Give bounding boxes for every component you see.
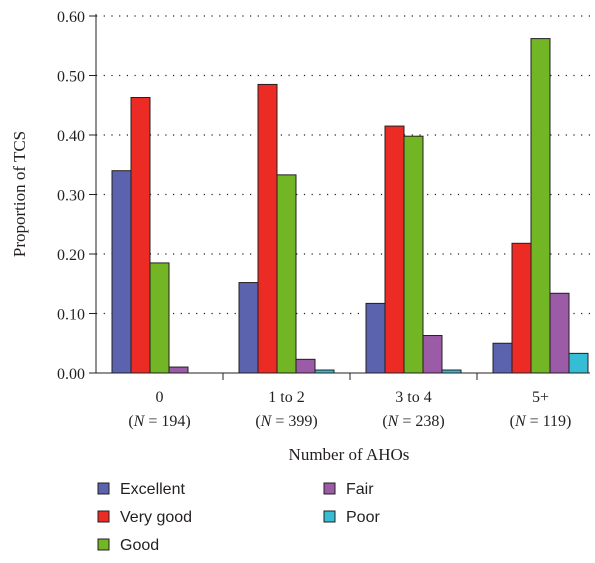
- legend-entry: Excellent: [97, 481, 185, 498]
- y-tick-label: 0.10: [57, 307, 85, 324]
- legend: Excellent Very good Good Fair Poor: [97, 481, 380, 554]
- x-axis-title: Number of AHOs: [289, 445, 410, 464]
- y-tick-label: 0.00: [57, 366, 85, 383]
- x-tick-sample-size: (N = 399): [255, 413, 317, 430]
- bars: [111, 38, 589, 374]
- x-tick-label: 1 to 2: [268, 389, 304, 406]
- legend-swatch: [97, 510, 110, 523]
- x-tick-label: 3 to 4: [395, 389, 431, 406]
- legend-swatch: [323, 510, 336, 523]
- y-tick-label: 0.40: [57, 128, 85, 145]
- legend-entry: Poor: [323, 509, 380, 526]
- legend-swatch: [97, 538, 110, 551]
- x-tick-sample-size: (N = 194): [128, 413, 190, 430]
- legend-label: Very good: [120, 509, 192, 526]
- bar: [549, 292, 570, 374]
- x-tick-sample-size: (N = 119): [510, 413, 572, 430]
- x-tick-sample-size: (N = 238): [382, 413, 444, 430]
- y-tick-label: 0.30: [57, 188, 85, 205]
- legend-entry: Good: [97, 537, 159, 554]
- legend-swatch: [97, 482, 110, 495]
- legend-label: Excellent: [120, 481, 185, 498]
- axes: [89, 14, 590, 380]
- bar: [276, 174, 297, 374]
- bar: [168, 366, 189, 374]
- bar: [384, 125, 405, 374]
- grid-lines: [96, 15, 590, 315]
- legend-label: Poor: [346, 509, 380, 526]
- legend-entry: Fair: [323, 481, 374, 498]
- bar: [511, 242, 532, 374]
- y-axis-title: Proportion of TCS: [10, 131, 29, 257]
- x-tick-label: 0: [156, 389, 164, 406]
- legend-label: Good: [120, 537, 159, 554]
- bar: [492, 342, 513, 374]
- bar: [238, 282, 259, 374]
- y-tick-label: 0.20: [57, 247, 85, 264]
- bar: [111, 170, 132, 374]
- bar: [422, 335, 443, 374]
- legend-label: Fair: [346, 481, 374, 498]
- legend-swatch: [323, 482, 336, 495]
- bar: [403, 135, 424, 374]
- x-tick-labels: 0 (N = 194) 1 to 2 (N = 399) 3 to 4 (N = 238)…: [128, 389, 571, 430]
- bar: [295, 358, 316, 374]
- bar: [530, 38, 551, 374]
- y-tick-label: 0.50: [57, 69, 85, 86]
- bar: [365, 302, 386, 374]
- x-tick-label: 5+: [532, 389, 549, 406]
- bar: [568, 352, 589, 374]
- y-tick-label: 0.60: [57, 9, 85, 26]
- bar: [130, 97, 151, 374]
- y-tick-labels: 0.00 0.10 0.20 0.30 0.40 0.50 0.60: [57, 9, 85, 383]
- bar: [149, 262, 170, 374]
- legend-entry: Very good: [97, 509, 192, 526]
- bar: [257, 83, 278, 374]
